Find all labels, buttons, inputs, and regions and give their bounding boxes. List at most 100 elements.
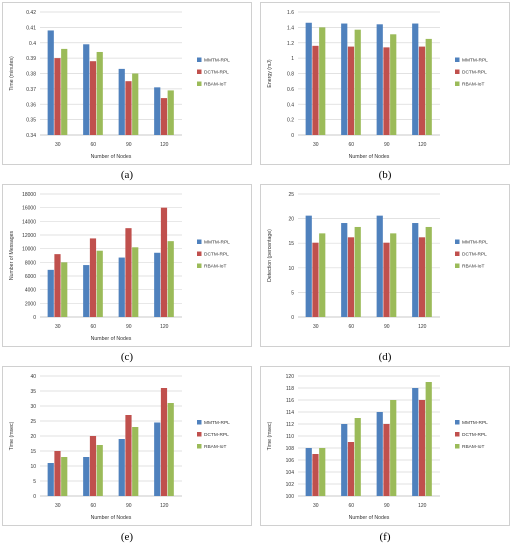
legend-swatch [197, 432, 202, 437]
x-tick-label: 120 [160, 142, 169, 148]
panel-frame [2, 366, 252, 526]
bar-rbam-iot [167, 241, 174, 317]
bar-rbam-iot [425, 382, 432, 496]
y-tick-label: 30 [30, 404, 36, 410]
bar-rbam-iot [132, 73, 139, 135]
y-tick-label: 8000 [25, 260, 36, 266]
bar-mmtm-rpl [154, 87, 161, 135]
bar-dctm-rpl [312, 242, 319, 317]
panel-frame [260, 366, 510, 526]
y-tick-label: 0.36 [26, 102, 36, 108]
chart-panel-e: 0 5 10 15 20 25 30 35 40 30 60 90 120 Number of Nodes… [2, 366, 252, 548]
y-tick-label: 0.35 [26, 118, 36, 124]
x-tick-label: 60 [90, 503, 96, 509]
chart-f: 100 102 104 106 108 110 112 114 116 118 120 30 60 90 1… [267, 374, 488, 521]
x-axis-title: Number of Nodes [91, 515, 132, 521]
legend-swatch [455, 81, 460, 86]
bar-dctm-rpl [383, 242, 390, 317]
y-tick-label: 0.2 [287, 118, 294, 124]
y-axis-title: Time (minutes) [9, 56, 15, 91]
legend-label: RBAM-IoT [462, 82, 484, 88]
bar-mmtm-rpl [341, 23, 348, 135]
legend-label: MMTM-RPL [204, 420, 230, 426]
panel-frame [260, 184, 510, 347]
legend-label: RBAM-IoT [204, 264, 226, 270]
bar-dctm-rpl [312, 454, 319, 496]
chart-panel-a: 0.34 0.35 0.36 0.37 0.38 0.39 0.4 0.41 0.42 30 60 9… [2, 2, 252, 182]
bar-rbam-iot [390, 400, 397, 496]
bar-mmtm-rpl [47, 269, 54, 317]
legend-swatch [455, 251, 460, 256]
y-tick-label: 18000 [22, 192, 36, 198]
bar-rbam-iot [96, 250, 103, 317]
bar-dctm-rpl [160, 388, 168, 496]
bar-mmtm-rpl [376, 24, 383, 135]
y-tick-label: 0 [291, 133, 294, 139]
bar-mmtm-rpl [47, 463, 54, 496]
chart-a: 0.34 0.35 0.36 0.37 0.38 0.39 0.4 0.41 0.42 30 60 9… [9, 10, 230, 160]
y-tick-label: 0.4 [29, 41, 36, 47]
y-tick-label: 0.8 [287, 72, 294, 78]
bar-mmtm-rpl [376, 412, 383, 496]
x-tick-label: 30 [313, 324, 319, 330]
y-tick-label: 0.6 [287, 87, 294, 93]
legend-label: MMTM-RPL [462, 240, 488, 246]
y-tick-label: 0.41 [26, 25, 36, 31]
legend-swatch [197, 444, 202, 449]
bar-rbam-iot [390, 233, 397, 317]
legend-swatch [197, 251, 202, 256]
legend-label: MMTM-RPL [462, 420, 488, 426]
bar-rbam-iot [390, 34, 397, 136]
bar-mmtm-rpl [83, 265, 90, 317]
legend-label: RBAM-IoT [204, 82, 226, 88]
bar-rbam-iot [425, 226, 432, 317]
x-tick-label: 90 [126, 142, 132, 148]
x-tick-label: 60 [90, 324, 96, 330]
bar-dctm-rpl [418, 46, 426, 135]
y-tick-label: 5 [291, 290, 294, 296]
y-tick-label: 10000 [22, 247, 36, 253]
bar-rbam-iot [354, 418, 361, 496]
x-tick-label: 30 [55, 324, 61, 330]
y-tick-label: 104 [286, 470, 295, 476]
bar-mmtm-rpl [154, 422, 161, 496]
y-tick-label: 10 [30, 464, 36, 470]
y-tick-label: 102 [286, 482, 295, 488]
bar-rbam-iot [425, 38, 432, 135]
panel-frame [2, 2, 252, 165]
bar-rbam-iot [61, 262, 68, 317]
legend-label: RBAM-IoT [462, 444, 484, 450]
x-tick-label: 60 [90, 142, 96, 148]
chart-panel-c: 0 2000 4000 6000 8000 10000 12000 14000 16000 180… [2, 184, 252, 364]
bar-dctm-rpl [125, 228, 132, 317]
legend-label: MMTM-RPL [462, 58, 488, 64]
bar-dctm-rpl [347, 442, 355, 496]
x-tick-label: 90 [384, 142, 390, 148]
x-tick-label: 120 [418, 324, 427, 330]
y-axis-title: Time (msec) [9, 421, 15, 450]
legend-swatch [197, 81, 202, 86]
legend-swatch [197, 239, 202, 244]
bar-dctm-rpl [418, 237, 426, 317]
legend-label: DCTM-RPL [204, 252, 229, 258]
x-tick-label: 120 [160, 324, 169, 330]
x-tick-label: 30 [313, 503, 319, 509]
bar-dctm-rpl [347, 46, 355, 135]
y-tick-label: 100 [286, 494, 295, 500]
y-tick-label: 20 [288, 217, 294, 223]
y-axis-title: Energy (mJ) [267, 59, 273, 88]
legend-swatch [455, 69, 460, 74]
legend-swatch [455, 420, 460, 425]
panel-label-a: (a) [120, 169, 134, 181]
y-tick-label: 1.4 [287, 25, 294, 31]
chart-panel-b: 0 0.2 0.4 0.6 0.8 1 1.2 1.4 1.6 30 60 90 120 Number o… [260, 2, 510, 182]
panel-frame [2, 184, 252, 347]
y-tick-label: 12000 [22, 233, 36, 239]
chart-panel-d: 0 5 10 15 20 25 30 60 90 120 Detection (percentage… [260, 184, 510, 364]
panel-frame [260, 2, 510, 165]
y-axis-title: Number of Messages [9, 230, 15, 280]
y-tick-label: 112 [286, 422, 294, 428]
chart-c: 0 2000 4000 6000 8000 10000 12000 14000 16000 180… [9, 192, 230, 342]
legend-label: DCTM-RPL [204, 70, 229, 76]
y-tick-label: 110 [286, 434, 294, 440]
